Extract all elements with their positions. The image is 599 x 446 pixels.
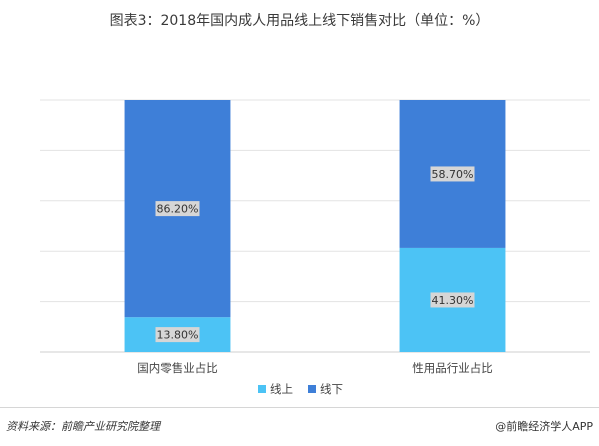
data-label: 13.80% — [157, 329, 199, 342]
source-note: 资料来源：前瞻产业研究院整理 — [6, 420, 160, 433]
legend-swatch-online — [258, 385, 266, 393]
legend-label: 线下 — [320, 382, 343, 396]
data-label-box — [430, 292, 475, 308]
data-label: 41.30% — [432, 294, 474, 307]
bars: 13.80% 86.20% 41.30% 58.70% — [124, 100, 506, 352]
data-label: 86.20% — [157, 203, 199, 216]
credit-note: @前瞻经济学人APP — [495, 420, 593, 433]
data-label: 58.70% — [432, 168, 474, 181]
data-label-box — [155, 327, 200, 343]
legend: 线上 线下 — [258, 382, 343, 396]
x-tick-label: 国内零售业占比 — [137, 361, 218, 375]
legend-label: 线上 — [270, 382, 293, 396]
gridlines — [40, 99, 590, 353]
x-tick-label: 性用品行业占比 — [412, 361, 493, 375]
x-tick-labels: 国内零售业占比 性用品行业占比 — [137, 361, 493, 375]
data-label-box — [430, 166, 475, 182]
chart-title: 图表3：2018年国内成人用品线上线下销售对比（单位：%） — [109, 13, 490, 29]
legend-swatch-offline — [308, 385, 316, 393]
footer-divider — [0, 407, 599, 408]
data-label-box — [155, 201, 200, 217]
